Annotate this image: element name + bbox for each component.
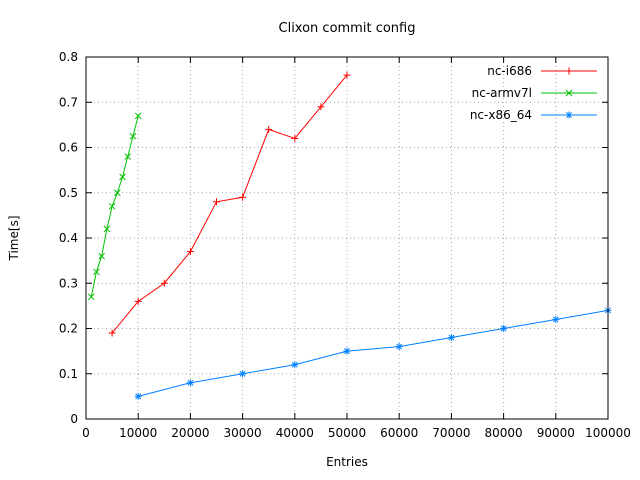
y-tick-label: 0.6	[59, 141, 78, 155]
marker-cross	[565, 89, 573, 97]
x-tick-label: 0	[82, 426, 90, 440]
legend-label-nc-i686: nc-i686	[487, 64, 532, 78]
x-axis-label: Entries	[326, 455, 368, 469]
marker-cross	[129, 132, 137, 140]
marker-star	[552, 316, 559, 323]
y-tick-label: 0.5	[59, 186, 78, 200]
marker-cross	[108, 202, 116, 210]
legend-label-nc-armv7l: nc-armv7l	[472, 86, 532, 100]
series-line	[111, 74, 348, 334]
y-axis-label: Time[s]	[7, 216, 21, 262]
marker-cross	[103, 225, 111, 233]
marker-star	[135, 393, 142, 400]
legend: nc-i686 nc-armv7l nc-x86_64	[470, 64, 597, 122]
marker-star	[239, 370, 246, 377]
marker-star	[500, 325, 507, 332]
y-tick-label: 0.2	[59, 322, 78, 336]
y-tick-label: 0.1	[59, 367, 78, 381]
marker-star	[448, 334, 455, 341]
axis-ticks: 0 10000 20000 30000 40000 50000 60000 70000 8000…	[59, 50, 631, 440]
marker-cross	[124, 153, 132, 160]
x-tick-label: 60000	[380, 426, 418, 440]
x-tick-label: 20000	[171, 426, 209, 440]
marker-cross	[119, 173, 126, 181]
marker-cross	[87, 293, 95, 301]
series-nc-armv7l	[87, 112, 142, 301]
chart-title: Clixon commit config	[279, 21, 416, 36]
marker-cross	[93, 268, 100, 276]
marker-star	[566, 112, 572, 118]
x-tick-label: 90000	[537, 426, 575, 440]
series-nc-x86_64	[134, 306, 612, 400]
y-tick-label: 0.7	[59, 95, 78, 109]
x-tick-label: 50000	[328, 426, 366, 440]
x-tick-label: 10000	[119, 426, 157, 440]
y-tick-label: 0.4	[59, 231, 78, 245]
x-tick-label: 40000	[276, 426, 314, 440]
x-tick-label: 80000	[485, 426, 523, 440]
marker-star	[344, 348, 350, 355]
marker-star	[291, 361, 298, 368]
series-line	[90, 115, 139, 297]
marker-star	[396, 343, 403, 350]
marker-cross	[113, 189, 121, 197]
x-tick-label: 30000	[224, 426, 262, 440]
marker-cross	[98, 252, 106, 260]
marker-star	[187, 379, 194, 386]
y-tick-label: 0	[70, 412, 78, 426]
marker-cross	[134, 112, 142, 120]
series-line	[138, 309, 609, 397]
x-tick-label: 100000	[585, 426, 631, 440]
y-tick-label: 0.3	[59, 276, 78, 290]
legend-label-nc-x86_64: nc-x86_64	[470, 108, 532, 122]
y-tick-label: 0.8	[59, 50, 78, 64]
series-nc-i686	[108, 71, 351, 337]
x-tick-label: 70000	[432, 426, 470, 440]
data-series	[87, 71, 612, 400]
